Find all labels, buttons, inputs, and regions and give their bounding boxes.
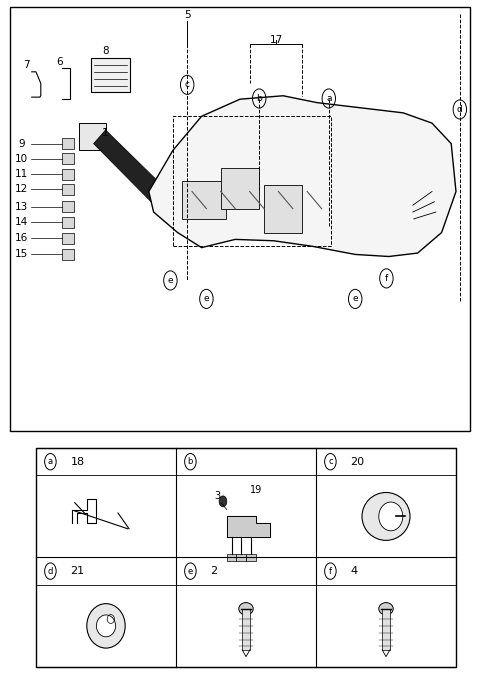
Bar: [36, 448, 456, 667]
Ellipse shape: [379, 603, 393, 615]
Polygon shape: [62, 201, 74, 212]
Bar: [227, 554, 237, 561]
Circle shape: [219, 496, 227, 507]
Ellipse shape: [379, 502, 403, 531]
Bar: [91, 58, 130, 92]
Bar: [10, 7, 470, 431]
Text: 10: 10: [15, 154, 28, 163]
Text: 3: 3: [214, 491, 220, 501]
Polygon shape: [62, 153, 74, 164]
Bar: [237, 554, 246, 561]
Polygon shape: [62, 233, 74, 244]
Text: d: d: [48, 566, 53, 576]
Bar: [264, 185, 302, 233]
Ellipse shape: [239, 603, 253, 615]
Text: 1: 1: [102, 129, 109, 138]
Text: 7: 7: [23, 60, 30, 70]
Text: b: b: [188, 457, 193, 466]
Text: 11: 11: [15, 170, 28, 179]
Text: f: f: [329, 566, 332, 576]
Polygon shape: [62, 217, 74, 228]
Text: 14: 14: [15, 218, 28, 227]
Text: c: c: [328, 457, 333, 466]
Bar: [246, 554, 256, 561]
Text: e: e: [204, 294, 209, 304]
Bar: [221, 168, 259, 209]
Text: 20: 20: [350, 457, 365, 466]
Text: e: e: [352, 294, 358, 304]
Polygon shape: [94, 130, 182, 219]
Text: a: a: [326, 94, 332, 103]
Bar: [173, 116, 331, 246]
Text: 19: 19: [250, 486, 262, 495]
Ellipse shape: [362, 492, 410, 540]
Text: 2: 2: [211, 566, 218, 576]
Text: a: a: [48, 457, 53, 466]
Ellipse shape: [96, 615, 116, 637]
Text: 9: 9: [18, 139, 25, 148]
Polygon shape: [62, 169, 74, 180]
Bar: [182, 181, 226, 219]
Polygon shape: [62, 138, 74, 149]
Text: 4: 4: [350, 566, 358, 576]
Text: e: e: [188, 566, 193, 576]
Text: 12: 12: [15, 185, 28, 194]
Polygon shape: [62, 249, 74, 260]
Text: b: b: [256, 94, 262, 103]
Text: e: e: [168, 276, 173, 285]
Text: 15: 15: [15, 250, 28, 259]
Text: 8: 8: [102, 47, 109, 56]
Text: 16: 16: [15, 233, 28, 243]
Polygon shape: [149, 96, 456, 256]
Text: 13: 13: [15, 202, 28, 211]
Text: f: f: [385, 274, 388, 283]
Bar: [79, 123, 106, 150]
Text: 5: 5: [184, 10, 191, 20]
Bar: [242, 609, 250, 650]
Text: 17: 17: [269, 35, 283, 44]
Text: 21: 21: [71, 566, 84, 576]
Text: 18: 18: [71, 457, 84, 466]
Ellipse shape: [87, 604, 125, 648]
Text: d: d: [457, 105, 463, 114]
Polygon shape: [227, 516, 270, 537]
Polygon shape: [62, 184, 74, 195]
Text: 6: 6: [57, 57, 63, 66]
Text: c: c: [185, 80, 190, 90]
Bar: [382, 609, 390, 650]
